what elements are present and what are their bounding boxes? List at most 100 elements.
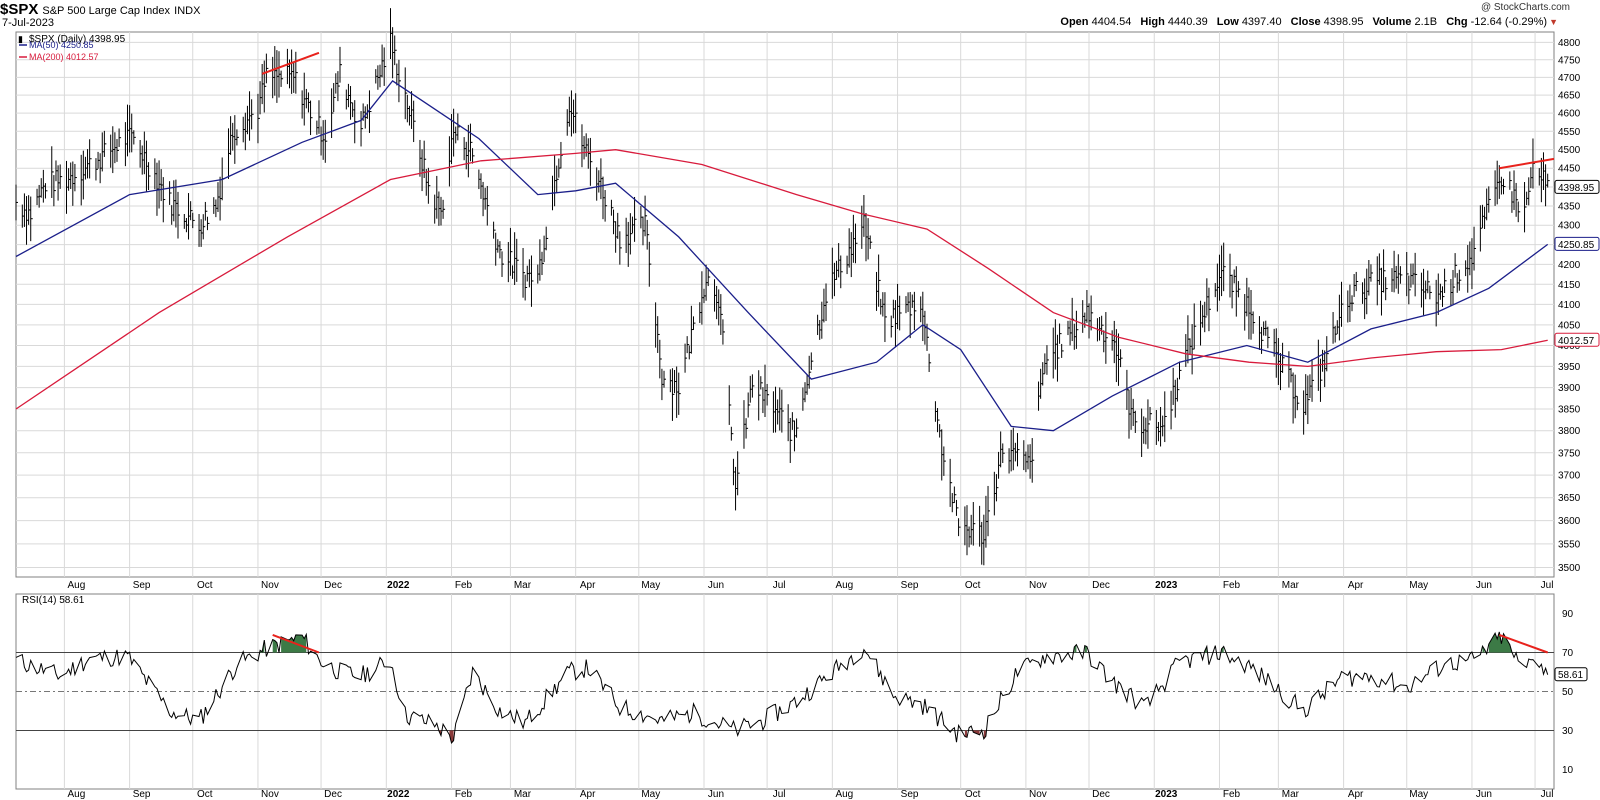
rsi-overbought-fill xyxy=(1084,645,1087,653)
rsi-y-tick-label: 10 xyxy=(1562,765,1574,776)
price-bar xyxy=(646,219,650,250)
price-bar xyxy=(190,201,193,221)
price-trendline-annotation xyxy=(1499,157,1555,170)
price-bar xyxy=(1515,182,1519,217)
price-x-tick-label: Sep xyxy=(133,580,151,591)
rsi-y-axis: 10 30 50 70 90 xyxy=(1562,609,1574,776)
price-bar xyxy=(413,100,416,143)
price-bar xyxy=(684,343,688,373)
price-bar xyxy=(1528,177,1531,206)
price-bar xyxy=(1307,375,1310,425)
price-annotations xyxy=(261,51,1555,170)
price-y-tick-label: 4550 xyxy=(1558,127,1581,138)
close-tag: 4398.95 xyxy=(1554,179,1600,194)
price-bar xyxy=(318,100,321,134)
price-bar xyxy=(1193,303,1197,350)
price-bar xyxy=(610,199,614,216)
price-bar xyxy=(516,238,519,282)
ma200-line xyxy=(15,149,1548,410)
price-x-tick-label: Aug xyxy=(67,580,85,591)
price-x-tick-label: Feb xyxy=(455,580,473,591)
price-bar xyxy=(722,319,725,345)
price-bar xyxy=(854,223,858,264)
high-label: High xyxy=(1140,16,1165,28)
price-bar xyxy=(442,199,446,219)
price-bar xyxy=(368,90,372,133)
price-bar xyxy=(74,163,77,192)
price-bar xyxy=(840,255,843,289)
price-bar xyxy=(383,47,387,86)
price-y-tick-label: 3500 xyxy=(1558,563,1581,574)
legend-price: $SPX (Daily) 4398.95 xyxy=(29,34,126,45)
price-bar xyxy=(678,372,681,415)
price-bar xyxy=(884,292,887,343)
price-bar xyxy=(1370,264,1373,282)
rsi-x-tick-label: Aug xyxy=(67,789,85,800)
price-x-tick-label: Jun xyxy=(1476,580,1492,591)
price-bar xyxy=(949,458,953,507)
price-pane: 3500 3550 3600 3650 3700 3750 3800 3850 3900 3950… xyxy=(15,8,1600,591)
price-bar xyxy=(263,60,267,113)
rsi-tag: 58.61 xyxy=(1554,667,1588,682)
price-bar xyxy=(1296,396,1300,411)
rsi-y-tick-label: 30 xyxy=(1562,726,1574,737)
rsi-x-tick-label: Feb xyxy=(455,789,473,800)
price-bar xyxy=(1441,286,1445,307)
price-bar xyxy=(789,417,793,463)
price-y-tick-label: 4650 xyxy=(1558,91,1581,102)
price-series-layer xyxy=(15,8,1550,566)
price-bar xyxy=(808,355,812,389)
price-bar xyxy=(486,185,490,226)
price-bar xyxy=(604,190,608,222)
price-bar xyxy=(913,291,917,331)
price-bar xyxy=(265,53,269,84)
price-y-axis: 3500 3550 3600 3650 3700 3750 3800 3850 3900 3950… xyxy=(1558,38,1581,574)
price-bar xyxy=(333,82,336,113)
rsi-grid xyxy=(16,594,1554,789)
rsi-x-tick-label: 2022 xyxy=(387,789,410,800)
price-bar xyxy=(499,241,502,259)
price-bar xyxy=(1406,251,1409,297)
price-bar xyxy=(206,216,210,231)
price-bar xyxy=(909,291,913,339)
price-trendline-annotation xyxy=(261,51,320,75)
price-bar xyxy=(1517,201,1521,223)
price-y-tick-label: 4200 xyxy=(1558,260,1581,271)
price-bar xyxy=(331,88,334,139)
price-bar xyxy=(758,370,761,421)
price-bar xyxy=(878,254,881,307)
price-bar xyxy=(1204,301,1207,333)
price-bar xyxy=(394,35,397,66)
symbol-title: $SPX S&P 500 Large Cap Index INDX xyxy=(0,1,200,18)
close-value: 4398.95 xyxy=(1323,16,1364,28)
price-bar xyxy=(427,167,431,204)
rsi-pane: 10 30 50 70 90 Aug Sep Oct Nov Dec 2022 Feb Mar Apr M… xyxy=(15,593,1588,800)
price-bar xyxy=(1414,252,1418,297)
symbol: $SPX xyxy=(0,1,39,18)
symbol-name: S&P 500 Large Cap Index xyxy=(42,5,170,17)
price-y-tick-label: 4600 xyxy=(1558,109,1581,120)
price-bar xyxy=(575,93,578,134)
price-bar xyxy=(692,316,696,330)
rsi-x-tick-label: Feb xyxy=(1223,789,1241,800)
ma50-tag: 4250.85 xyxy=(1554,236,1600,251)
price-bar xyxy=(89,139,92,179)
price-bar xyxy=(629,213,633,255)
price-bar xyxy=(337,71,340,102)
price-y-tick-label: 4750 xyxy=(1558,55,1581,66)
volume-label: Volume xyxy=(1372,16,1412,28)
price-bar xyxy=(192,212,195,229)
rsi-x-tick-label: May xyxy=(1409,789,1428,800)
price-bar xyxy=(169,181,172,205)
price-bar xyxy=(890,315,894,338)
price-y-tick-label: 4100 xyxy=(1558,300,1581,311)
price-bar xyxy=(541,251,544,276)
price-x-tick-label: Nov xyxy=(1029,580,1047,591)
rsi-x-tick-label: Mar xyxy=(514,789,532,800)
price-bar xyxy=(737,451,740,496)
price-bar xyxy=(707,268,711,287)
price-bar xyxy=(1509,171,1512,190)
price-bar xyxy=(671,368,675,421)
price-y-tick-label: 3750 xyxy=(1558,448,1581,459)
price-bar xyxy=(1399,266,1403,284)
